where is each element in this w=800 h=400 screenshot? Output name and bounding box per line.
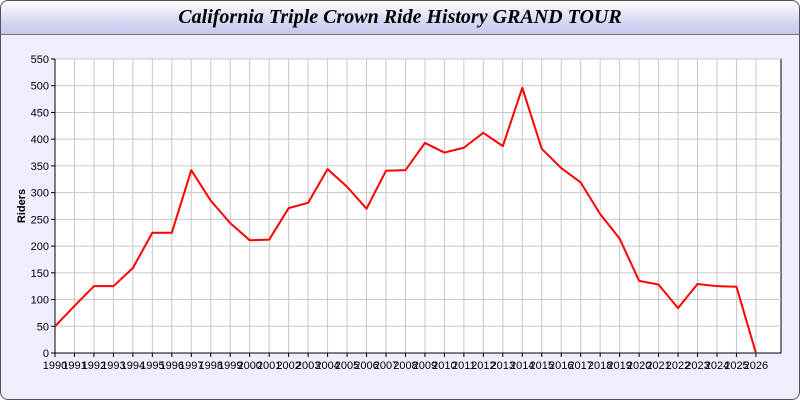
x-tick-label: 2017 bbox=[568, 360, 592, 372]
x-tick-label: 2016 bbox=[549, 360, 573, 372]
x-tick-label: 2004 bbox=[315, 360, 339, 372]
x-tick-label: 2000 bbox=[237, 360, 261, 372]
title-bar: California Triple Crown Ride History GRA… bbox=[1, 1, 799, 35]
x-tick-label: 2008 bbox=[393, 360, 417, 372]
x-tick-label: 2025 bbox=[724, 360, 748, 372]
x-tick-label: 2024 bbox=[705, 360, 729, 372]
x-tick-label: 2014 bbox=[510, 360, 534, 372]
x-tick-label: 2003 bbox=[296, 360, 320, 372]
x-tick-label: 2009 bbox=[413, 360, 437, 372]
y-tick-label: 50 bbox=[37, 321, 49, 333]
x-tick-label: 1998 bbox=[199, 360, 223, 372]
x-tick-label: 2021 bbox=[646, 360, 670, 372]
y-tick-label: 550 bbox=[31, 54, 49, 66]
x-tick-label: 2019 bbox=[607, 360, 631, 372]
x-tick-label: 2012 bbox=[471, 360, 495, 372]
plot-area bbox=[54, 58, 782, 354]
y-tick-label: 350 bbox=[31, 161, 49, 173]
x-tick-label: 2018 bbox=[588, 360, 612, 372]
x-tick-label: 2020 bbox=[627, 360, 651, 372]
x-tick-label: 2011 bbox=[452, 360, 476, 372]
x-tick-label: 2007 bbox=[374, 360, 398, 372]
x-tick-label: 1997 bbox=[179, 360, 203, 372]
x-tick-label: 2015 bbox=[530, 360, 554, 372]
x-tick-label: 2010 bbox=[432, 360, 456, 372]
x-tick-label: 2002 bbox=[276, 360, 300, 372]
x-tick-label: 1999 bbox=[218, 360, 242, 372]
x-tick-label: 2001 bbox=[257, 360, 281, 372]
x-tick-label: 2005 bbox=[335, 360, 359, 372]
y-tick-label: 150 bbox=[31, 268, 49, 280]
x-tick-label: 1992 bbox=[82, 360, 106, 372]
y-tick-label: 400 bbox=[31, 134, 49, 146]
x-tick-label: 1996 bbox=[160, 360, 184, 372]
y-tick-label: 100 bbox=[31, 295, 49, 307]
y-tick-label: 0 bbox=[43, 348, 49, 360]
y-tick-label: 450 bbox=[31, 107, 49, 119]
chart-title: California Triple Crown Ride History GRA… bbox=[178, 6, 622, 28]
y-axis-label: Riders bbox=[16, 189, 28, 223]
y-tick-label: 200 bbox=[31, 241, 49, 253]
x-tick-label: 2006 bbox=[354, 360, 378, 372]
x-tick-label: 1994 bbox=[121, 360, 145, 372]
x-tick-label: 1990 bbox=[43, 360, 67, 372]
y-tick-label: 250 bbox=[31, 214, 49, 226]
y-tick-label: 500 bbox=[31, 81, 49, 93]
x-tick-label: 2023 bbox=[685, 360, 709, 372]
x-tick-label: 2026 bbox=[744, 360, 768, 372]
x-tick-label: 1991 bbox=[62, 360, 86, 372]
x-tick-label: 1995 bbox=[140, 360, 164, 372]
x-tick-label: 2013 bbox=[491, 360, 515, 372]
x-tick-label: 2022 bbox=[666, 360, 690, 372]
y-tick-label: 300 bbox=[31, 188, 49, 200]
x-tick-label: 1993 bbox=[101, 360, 125, 372]
